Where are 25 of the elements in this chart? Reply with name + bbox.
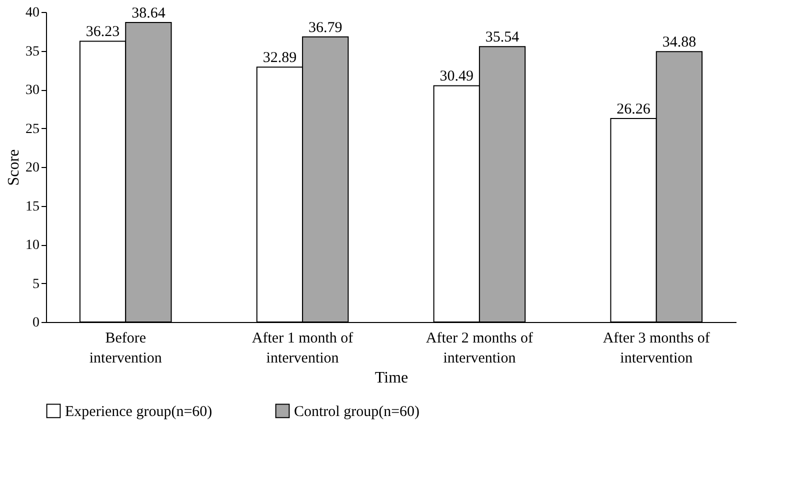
data-label: 32.89 <box>262 50 297 66</box>
y-tick-label: 0 <box>32 316 40 330</box>
data-label: 30.49 <box>440 68 474 85</box>
x-axis-title: Time <box>374 370 408 386</box>
legend-label: Experience group(n=60) <box>65 404 212 420</box>
legend-label: Control group(n=60) <box>294 404 420 420</box>
x-tick-label: After 2 months of intervention <box>426 330 533 366</box>
data-label: 38.64 <box>132 6 166 22</box>
y-tick-label: 15 <box>26 199 40 214</box>
x-tick-label: After 3 months of intervention <box>602 330 710 366</box>
y-tick-label: 5 <box>32 276 40 292</box>
y-tick-label: 25 <box>26 122 40 137</box>
y-tick-label: 30 <box>26 83 40 98</box>
y-tick-label: 35 <box>26 44 40 60</box>
y-tick-label: 10 <box>26 238 40 253</box>
data-label: 36.23 <box>86 24 120 40</box>
y-axis-title: Score <box>6 149 22 186</box>
data-label: 34.88 <box>662 34 696 51</box>
x-tick-label: After 1 month of intervention <box>252 330 354 366</box>
y-tick-label: 20 <box>26 160 40 176</box>
y-tick-label: 40 <box>26 6 40 20</box>
data-label: 36.79 <box>308 20 342 36</box>
x-tick-label: Before intervention <box>89 330 162 366</box>
data-label: 35.54 <box>485 30 520 46</box>
data-label: 26.26 <box>616 101 651 118</box>
